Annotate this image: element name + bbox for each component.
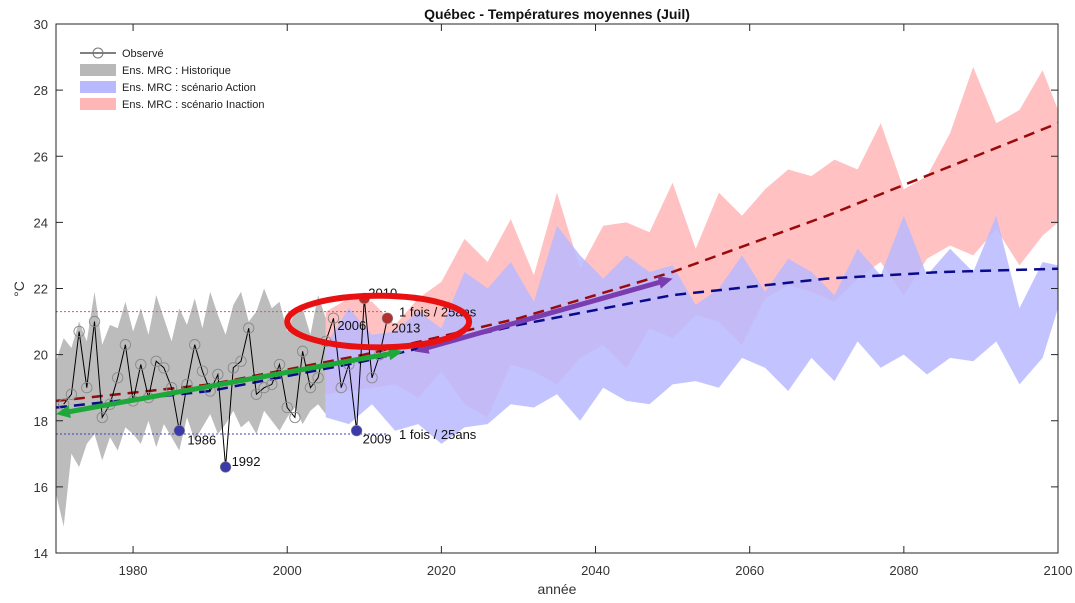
observed-point (112, 372, 124, 384)
action-trend-line (56, 267, 1058, 409)
annotation-1: 2006 (337, 318, 366, 333)
highlight-point-2009 (351, 425, 362, 436)
observed-point (81, 382, 93, 394)
y-tick-label-24: 24 (34, 215, 48, 230)
y-tick-label-16: 16 (34, 480, 48, 495)
purple-arrow-head-end (657, 276, 673, 289)
y-tick-label-28: 28 (34, 83, 48, 98)
observed-point (227, 362, 239, 374)
observed-point (250, 388, 263, 400)
observed-point (289, 411, 301, 424)
observed-point (219, 461, 232, 473)
historic-band (56, 288, 326, 527)
legend-swatch-ens-mrc-historique (80, 64, 116, 76)
highlight-label-2009: 2009 (363, 432, 392, 447)
y-tick-label-20: 20 (34, 348, 48, 363)
observed-point (312, 372, 324, 384)
observed-point (158, 362, 170, 374)
x-tick-label-1980: 1980 (119, 563, 148, 578)
y-tick-label-26: 26 (34, 149, 48, 164)
legend-label-ens-mrc-historique: Ens. MRC : Historique (122, 65, 231, 77)
observed-point (381, 312, 394, 324)
observed-point (258, 382, 270, 394)
x-tick-label-2040: 2040 (581, 563, 610, 578)
y-axis-label: °C (11, 281, 27, 297)
observed-point (243, 322, 255, 334)
x-tick-label-2000: 2000 (273, 563, 302, 578)
legend-marker-observ (92, 47, 104, 59)
green-arrow-head-end (387, 347, 403, 361)
observed-point (350, 425, 363, 437)
annotation-3: 1 fois / 25ans (399, 427, 477, 442)
x-tick-label-2060: 2060 (735, 563, 764, 578)
chart-title: Québec - Températures moyennes (Juil) (424, 6, 690, 22)
axes: 1980 2000 2020 2040 2060 2080 2100 14 16 18 20 22 24… (34, 17, 1073, 578)
threshold-lines (56, 311, 388, 435)
x-tick-label-2020: 2020 (427, 563, 456, 578)
observed-point (366, 372, 378, 384)
observed-point (212, 368, 224, 381)
action-band (325, 215, 1058, 444)
highlight-label-1986: 1986 (187, 433, 216, 448)
y-tick-label-22: 22 (34, 282, 48, 297)
highlight-label-2013: 2013 (391, 320, 420, 335)
observed-point (327, 312, 340, 324)
x-tick-label-2080: 2080 (889, 563, 918, 578)
observed-point (296, 345, 309, 357)
observed-point (304, 382, 317, 394)
y-tick-label-30: 30 (34, 17, 48, 32)
legend-label-observ: Observé (122, 48, 164, 60)
observed-point (173, 425, 185, 437)
observed-point (335, 382, 347, 394)
highlight-point-1992 (220, 461, 231, 473)
legend-label-ens-mrc-sc-nario-inaction: Ens. MRC : scénario Inaction (122, 99, 264, 111)
legend-label-ens-mrc-sc-nario-action: Ens. MRC : scénario Action (122, 82, 256, 94)
highlight-ellipse (284, 292, 473, 351)
observed-point (73, 325, 85, 338)
observed-point (273, 358, 286, 371)
green-arrow (56, 347, 403, 419)
observed-point (96, 411, 108, 424)
highlight-label-1992: 1992 (232, 454, 261, 469)
observed-point (189, 339, 201, 351)
highlight-point-1986 (174, 425, 185, 436)
legend: Observé Ens. MRC : Historique Ens. MRC : s… (80, 47, 264, 111)
y-tick-label-18: 18 (34, 414, 48, 429)
observed-point (266, 378, 278, 391)
ensemble-bands (56, 67, 1058, 527)
observed-point (196, 365, 209, 377)
x-axis-label: année (538, 581, 577, 597)
observed-point (235, 355, 247, 367)
legend-swatch-ens-mrc-sc-nario-inaction (80, 98, 116, 110)
green-arrow-shaft (66, 350, 393, 415)
green-arrow-head-start (56, 405, 71, 419)
y-tick-label-14: 14 (34, 546, 48, 561)
observed-point (119, 339, 132, 351)
legend-swatch-ens-mrc-sc-nario-action (80, 81, 116, 93)
observed-point (281, 401, 293, 414)
highlight-point-2013 (382, 313, 393, 324)
purple-arrow-shaft (424, 279, 663, 351)
observed-point (88, 315, 101, 328)
observed-point (65, 388, 78, 400)
observed-point (150, 355, 162, 367)
x-tick-label-2100: 2100 (1044, 563, 1073, 578)
observed-point (135, 358, 147, 371)
